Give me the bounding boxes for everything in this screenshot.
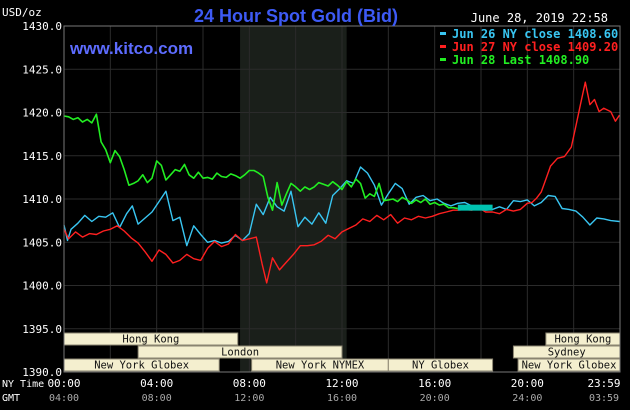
session-label: New York Globex [522,360,617,372]
x-tick-label-gmt-1: 08:00 [142,393,172,404]
legend-label-jun26: Jun 26 NY close 1408.60 [452,27,618,41]
session-row3-0: New York Globex [63,358,220,372]
session-row3-2: NY Globex [387,358,494,372]
y-tick-label-1: 1425.0 [22,63,62,76]
chart-timestamp: June 28, 2019 22:58 [471,11,608,25]
x-tick-label-ny-3: 12:00 [325,377,358,390]
y-tick-label-0: 1430.0 [22,20,62,33]
x-tick-label-gmt-2: 12:00 [234,393,264,404]
plot-frame [63,25,621,373]
y-tick-label-7: 1395.0 [22,323,62,336]
y-tick-label-2: 1420.0 [22,107,62,120]
x-row-label-ny: NY Time [2,379,44,390]
session-label: London [221,347,259,359]
y-tick-label-8: 1390.0 [22,366,62,379]
y-tick-label-4: 1410.0 [22,193,62,206]
x-tick-label-gmt-3: 16:00 [327,393,357,404]
session-label: New York NYMEX [276,360,365,372]
x-tick-label-gmt-5: 24:00 [512,393,542,404]
legend-swatch-jun28 [440,58,446,61]
overlap-segment [457,204,493,211]
x-tick-label-ny-4: 16:00 [418,377,451,390]
x-tick-label-ny-1: 04:00 [140,377,173,390]
x-tick-label-ny-0: 00:00 [47,377,80,390]
session-row1-0: Hong Kong [63,332,239,346]
session-label: New York Globex [94,360,189,372]
session-label: Hong Kong [122,334,179,346]
series-line-0 [63,166,620,247]
x-tick-label-ny-5: 20:00 [511,377,544,390]
legend-swatch-jun27 [440,45,446,48]
x-tick-label-gmt-0: 04:00 [49,393,79,404]
x-tick-label-ny-6: 23:59 [587,377,620,390]
session-label: Hong Kong [554,334,611,346]
x-tick-label-gmt-6: 03:59 [589,393,619,404]
watermark: www.kitco.com [69,39,193,58]
session-row2-1: Sydney [512,345,621,359]
x-tick-label-ny-2: 08:00 [233,377,266,390]
legend: Jun 26 NY close 1408.60 Jun 27 NY close … [440,27,618,67]
session-row3-1: New York NYMEX [251,358,389,372]
x-row-label-gmt: GMT [2,393,20,404]
series-line-1 [63,81,621,284]
session-box [137,345,343,359]
session-row3-3: New York Globex [517,358,621,372]
x-tick-label-gmt-4: 20:00 [420,393,450,404]
session-row1-1: Hong Kong [545,332,621,346]
session-label: NY Globex [412,360,469,372]
legend-label-jun28: Jun 28 Last 1408.90 [452,53,589,67]
session-label: Sydney [548,347,586,359]
y-tick-label-5: 1405.0 [22,236,62,249]
y-tick-label-3: 1415.0 [22,150,62,163]
session-box [387,358,494,372]
series-line-2 [63,113,458,211]
y-tick-label-6: 1400.0 [22,280,62,293]
legend-label-jun27: Jun 27 NY close 1409.20 [452,40,618,54]
legend-swatch-jun26 [440,32,446,35]
chart-title: 24 Hour Spot Gold (Bid) [194,6,398,26]
y-unit-label: USD/oz [2,6,42,19]
session-row2-0: London [137,345,343,359]
